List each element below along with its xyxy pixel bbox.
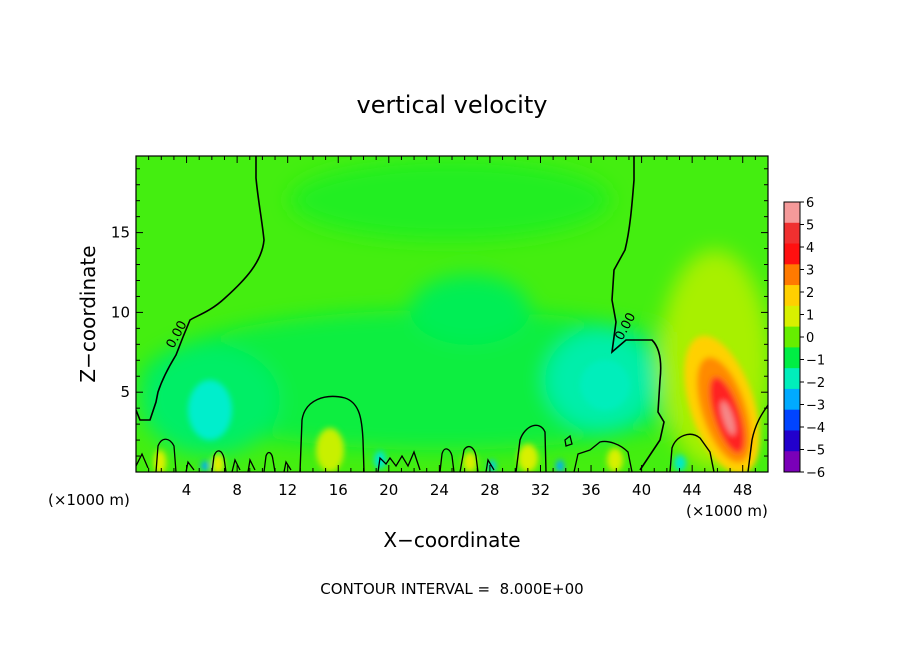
colorbar-swatch (784, 222, 800, 245)
colorbar-swatch (784, 264, 800, 286)
x-tick-label: 20 (379, 481, 398, 499)
surface-yellow-6 (607, 448, 623, 472)
colorbar-swatch (784, 243, 800, 265)
updraft-peak (720, 400, 736, 436)
colorbar (783, 201, 804, 473)
colorbar-label: −6 (806, 466, 825, 481)
colorbar-label: −2 (806, 376, 825, 391)
y-tick-label: 15 (111, 224, 130, 242)
contour-interval-note: CONTOUR INTERVAL = 8.000E+00 (320, 580, 583, 598)
x-unit-right: (×1000 m) (686, 502, 768, 520)
y-tick-label: 5 (120, 383, 130, 401)
x-tick-label: 12 (278, 481, 297, 499)
colorbar-swatch (784, 285, 800, 307)
colorbar-swatch (784, 409, 800, 431)
colorbar-label: 2 (806, 286, 814, 301)
surface-blue-4 (556, 460, 564, 472)
colorbar-label: 3 (806, 264, 814, 279)
surface-blue-5 (674, 455, 686, 471)
colorbar-swatch (784, 326, 800, 348)
contour-surface-ripples (136, 434, 633, 472)
y-tick-label: 10 (111, 303, 130, 321)
x-tick-label: 24 (430, 481, 449, 499)
contour-small-center (515, 424, 547, 472)
x-tick-label: 36 (581, 481, 600, 499)
colorbar-swatch (784, 388, 800, 411)
chart-title: vertical velocity (357, 91, 548, 119)
x-tick-label: 44 (683, 481, 702, 499)
surface-yellow-5 (518, 444, 538, 472)
zero-contour-right (610, 156, 665, 471)
surface-yellow-2 (212, 454, 224, 472)
colorbar-swatch (784, 451, 800, 473)
colorbar-label: 0 (806, 331, 814, 346)
colorbar-swatch (784, 305, 800, 328)
field-region-green (290, 160, 610, 240)
surface-blue-1 (201, 461, 209, 471)
colorbar-label: 4 (806, 241, 814, 256)
contour-lobe-right (669, 433, 715, 472)
x-tick-labels: 4 8 12 16 20 24 28 32 36 40 44 48 (182, 481, 752, 499)
x-tick-label: 40 (632, 481, 651, 499)
x-tick-label: 32 (531, 481, 550, 499)
colorbar-label: 5 (806, 219, 814, 234)
colorbar-swatch (784, 430, 800, 452)
colorbar-swatch (784, 347, 800, 369)
x-tick-label: 4 (182, 481, 192, 499)
colorbar-swatch (784, 368, 800, 390)
contour-dome-center (299, 395, 365, 472)
downdraft-core-right (580, 360, 630, 410)
y-tick-labels: 5 10 15 (111, 224, 130, 402)
contour-lobe-far-right (747, 404, 768, 472)
x-unit-left: (×1000 m) (48, 491, 130, 509)
colorbar-label: −4 (806, 421, 825, 436)
x-tick-label: 48 (733, 481, 752, 499)
x-tick-label: 28 (480, 481, 499, 499)
field-region-center (410, 275, 530, 345)
x-axis-label: X−coordinate (383, 528, 520, 552)
colorbar-label: 6 (806, 196, 814, 211)
colorbar-label: −3 (806, 399, 825, 414)
zero-contour-left (136, 156, 265, 421)
colorbar-swatch (784, 202, 800, 224)
axis-ticks (136, 156, 768, 472)
colorbar-labels: 6 5 4 3 2 1 0 −1 −2 −3 −4 −5 −6 (806, 196, 825, 481)
y-axis-label: Z−coordinate (76, 245, 100, 382)
x-tick-label: 16 (329, 481, 348, 499)
x-tick-label: 8 (232, 481, 242, 499)
surface-yellow-4 (463, 452, 477, 472)
colorbar-label: −1 (806, 354, 825, 369)
surface-yellow-3 (316, 428, 344, 472)
colorbar-label: 1 (806, 309, 814, 324)
plot-area: 0.00 0.00 (136, 156, 768, 472)
downdraft-core-left (188, 380, 232, 440)
colorbar-label: −5 (806, 444, 825, 459)
